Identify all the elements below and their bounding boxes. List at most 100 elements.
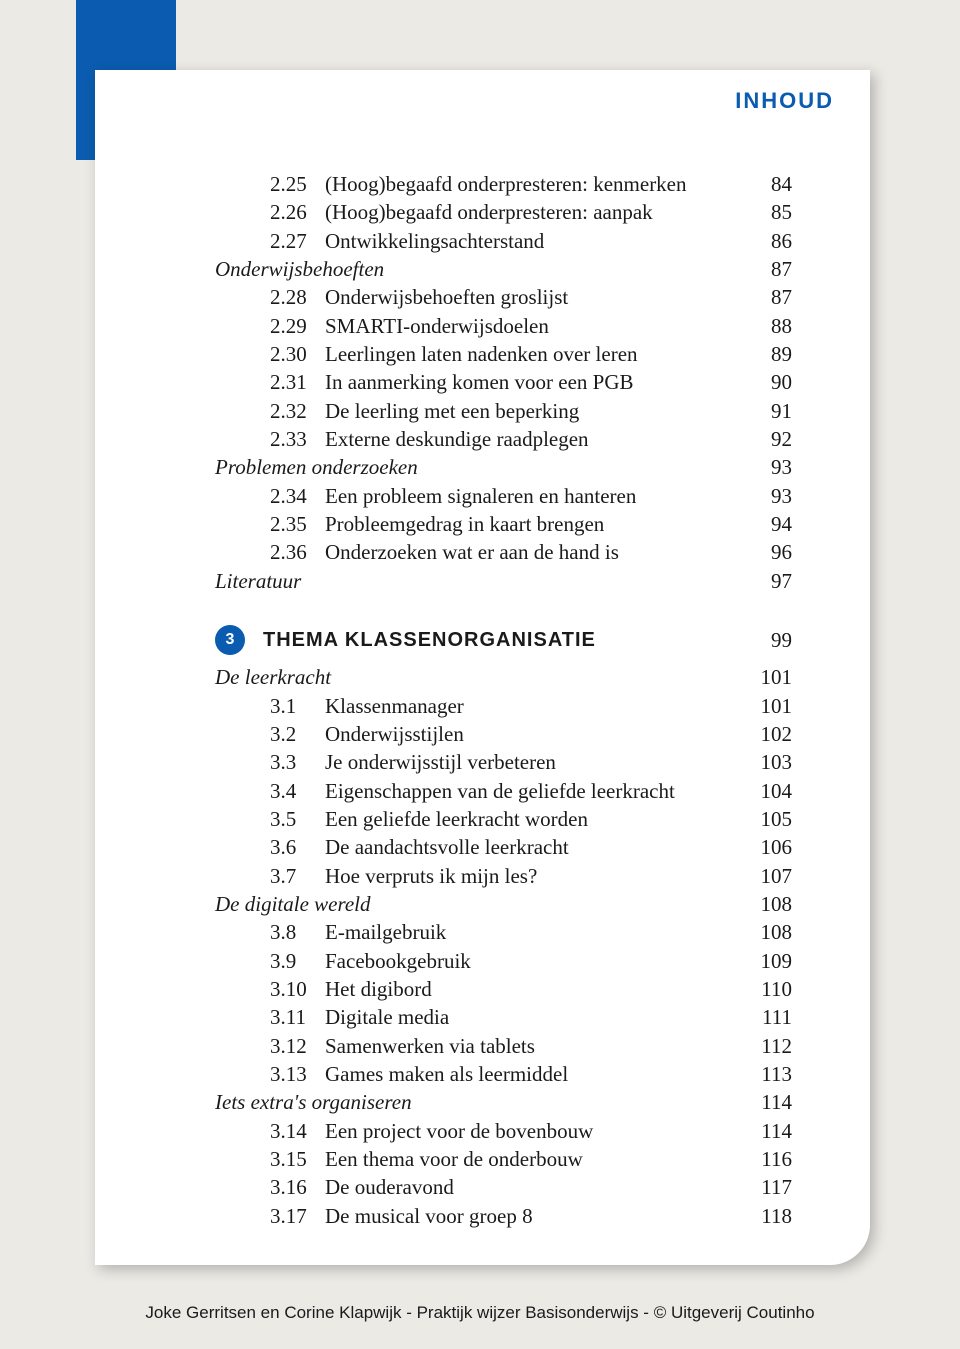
toc-item-number: 2.30 <box>270 340 325 368</box>
toc-item-label: Onderwijsstijlen <box>325 722 464 746</box>
footer-credit: Joke Gerritsen en Corine Klapwijk - Prak… <box>0 1303 960 1323</box>
toc-page-number: 103 <box>745 748 793 776</box>
chapter-number-badge: 3 <box>215 625 245 655</box>
toc-row: 3.15Een thema voor de onderbouw 116 <box>215 1145 792 1173</box>
toc-page-number: 90 <box>755 368 792 396</box>
toc-section-1: 2.25(Hoog)begaafd onderpresteren: kenmer… <box>215 170 792 595</box>
toc-page-number: 97 <box>755 567 792 595</box>
toc-item-label: Een probleem signaleren en hanteren <box>325 484 636 508</box>
toc-row: 2.32De leerling met een beperking91 <box>215 397 792 425</box>
toc-item-number: 2.28 <box>270 283 325 311</box>
toc-row: Problemen onderzoeken 93 <box>215 453 792 481</box>
toc-page-number: 113 <box>745 1060 792 1088</box>
toc-page-number: 87 <box>755 283 792 311</box>
toc-item-label: Een geliefde leerkracht worden <box>325 807 588 831</box>
toc-row: 3.7Hoe verpruts ik mijn les?107 <box>215 862 792 890</box>
toc-item-number: 3.12 <box>270 1032 325 1060</box>
toc-item-label: (Hoog)begaafd onderpresteren: kenmerken <box>325 172 687 196</box>
toc-item-number: 2.26 <box>270 198 325 226</box>
toc-page-number: 106 <box>745 833 793 861</box>
toc-heading-label: Literatuur <box>215 567 301 595</box>
toc-item-label: (Hoog)begaafd onderpresteren: aanpak <box>325 200 653 224</box>
toc-page-number: 114 <box>745 1117 792 1145</box>
toc-page-number: 112 <box>745 1032 792 1060</box>
chapter-title: THEMA KLASSENORGANISATIE <box>263 627 596 654</box>
chapter-page: 99 <box>771 626 792 654</box>
toc-item-label: De ouderavond <box>325 1175 454 1199</box>
toc-page-number: 107 <box>745 862 793 890</box>
toc-item-number: 3.2 <box>270 720 325 748</box>
toc-page-number: 110 <box>745 975 792 1003</box>
toc-page-number: 89 <box>755 340 792 368</box>
toc-item-number: 2.36 <box>270 538 325 566</box>
toc-row: 2.34Een probleem signaleren en hanteren 9… <box>215 482 792 510</box>
toc-item-label: Probleemgedrag in kaart brengen <box>325 512 604 536</box>
toc-page-number: 101 <box>745 692 793 720</box>
toc-page-number: 118 <box>745 1202 792 1230</box>
toc-page-number: 116 <box>745 1145 792 1173</box>
toc-page-number: 94 <box>755 510 792 538</box>
toc-page-number: 88 <box>755 312 792 340</box>
toc-item-number: 3.6 <box>270 833 325 861</box>
toc-page-number: 109 <box>745 947 793 975</box>
toc-item-label: Een thema voor de onderbouw <box>325 1147 583 1171</box>
toc-page-number: 93 <box>755 482 792 510</box>
toc-page-number: 86 <box>755 227 792 255</box>
toc-row: 3.1Klassenmanager101 <box>215 692 792 720</box>
toc-heading-label: De leerkracht <box>215 663 331 691</box>
toc-item-label: Samenwerken via tablets <box>325 1034 535 1058</box>
toc-page-number: 87 <box>755 255 792 283</box>
toc-heading-label: De digitale wereld <box>215 890 371 918</box>
toc-page-number: 105 <box>745 805 793 833</box>
toc-row: Literatuur 97 <box>215 567 792 595</box>
toc-item-number: 2.33 <box>270 425 325 453</box>
toc-page-number: 114 <box>745 1088 792 1116</box>
toc-item-label: Ontwikkelingsachterstand <box>325 229 544 253</box>
toc-row: Iets extra's organiseren 114 <box>215 1088 792 1116</box>
toc-section-2: 3 THEMA KLASSENORGANISATIE 99 De leerkra… <box>215 625 792 1230</box>
toc-row: 2.33Externe deskundige raadplegen92 <box>215 425 792 453</box>
toc-item-number: 3.3 <box>270 748 325 776</box>
toc-section-2-rows: De leerkracht 1013.1Klassenmanager1013.2O… <box>215 663 792 1230</box>
toc-item-number: 3.14 <box>270 1117 325 1145</box>
toc-row: 3.16De ouderavond117 <box>215 1173 792 1201</box>
toc-row: 3.12Samenwerken via tablets 112 <box>215 1032 792 1060</box>
chapter-row: 3 THEMA KLASSENORGANISATIE 99 <box>215 625 792 655</box>
toc-row: 2.29SMARTI-onderwijsdoelen88 <box>215 312 792 340</box>
toc-row: 3.3Je onderwijsstijl verbeteren 103 <box>215 748 792 776</box>
toc-row: 2.36Onderzoeken wat er aan de hand is96 <box>215 538 792 566</box>
toc-page-number: 93 <box>755 453 792 481</box>
toc-item-number: 2.29 <box>270 312 325 340</box>
toc-heading-label: Onderwijsbehoeften <box>215 255 384 283</box>
toc-item-number: 3.15 <box>270 1145 325 1173</box>
toc-row: 3.14Een project voor de bovenbouw 114 <box>215 1117 792 1145</box>
toc-heading-label: Problemen onderzoeken <box>215 453 418 481</box>
toc-row: 3.9Facebookgebruik 109 <box>215 947 792 975</box>
toc-item-label: Je onderwijsstijl verbeteren <box>325 750 556 774</box>
toc-page-number: 108 <box>745 918 793 946</box>
toc-item-number: 3.9 <box>270 947 325 975</box>
page-header: INHOUD <box>95 70 870 114</box>
toc-row: 2.25(Hoog)begaafd onderpresteren: kenmer… <box>215 170 792 198</box>
toc-item-label: Een project voor de bovenbouw <box>325 1119 593 1143</box>
toc-row: 3.11Digitale media111 <box>215 1003 792 1031</box>
toc-item-number: 2.35 <box>270 510 325 538</box>
toc-row: 3.8E-mailgebruik108 <box>215 918 792 946</box>
toc-item-label: Het digibord <box>325 977 432 1001</box>
toc-item-number: 3.11 <box>270 1003 325 1031</box>
toc-row: 3.13Games maken als leermiddel113 <box>215 1060 792 1088</box>
toc-item-number: 2.34 <box>270 482 325 510</box>
toc-row: De digitale wereld108 <box>215 890 792 918</box>
toc-row: 3.10Het digibord110 <box>215 975 792 1003</box>
toc-heading-label: Iets extra's organiseren <box>215 1088 412 1116</box>
toc-page-number: 85 <box>755 198 792 226</box>
toc-item-number: 2.32 <box>270 397 325 425</box>
toc-row: 2.28Onderwijsbehoeften groslijst87 <box>215 283 792 311</box>
toc-item-label: Hoe verpruts ik mijn les? <box>325 864 537 888</box>
toc-item-label: Facebookgebruik <box>325 949 471 973</box>
toc-row: 2.26(Hoog)begaafd onderpresteren: aanpak… <box>215 198 792 226</box>
toc-row: 3.4Eigenschappen van de geliefde leerkra… <box>215 777 792 805</box>
toc-row: 2.30Leerlingen laten nadenken over leren… <box>215 340 792 368</box>
toc-item-label: Onderzoeken wat er aan de hand is <box>325 540 619 564</box>
toc-page-number: 111 <box>746 1003 792 1031</box>
